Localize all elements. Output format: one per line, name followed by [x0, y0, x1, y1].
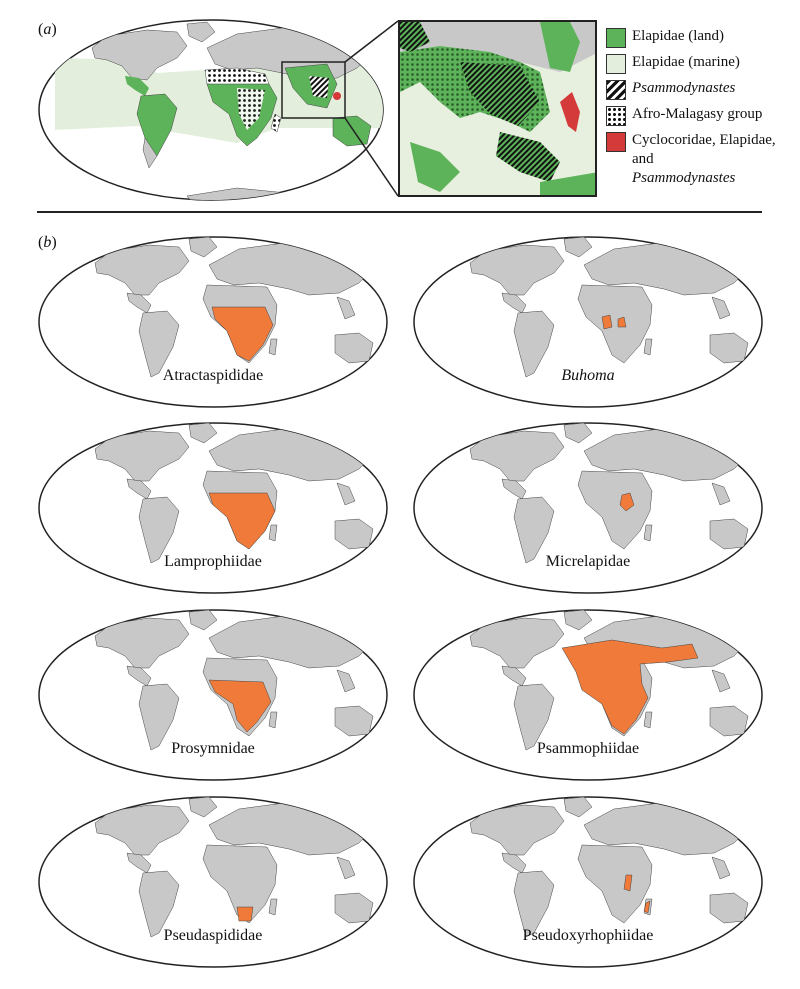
world-map [38, 422, 388, 594]
map-caption: Prosymnidae [171, 740, 255, 757]
map-caption: Lamprophiidae [164, 553, 262, 570]
map-caption: Buhoma [561, 367, 615, 384]
legend-label: Cyclocoridae, Elapidae, and Psammodynast… [632, 131, 782, 188]
legend: Elapidae (land) Elapidae (marine) Psammo… [606, 27, 800, 193]
range-map-micrelapidae: Micrelapidae [412, 421, 764, 595]
map-caption: Pseudoxyrhophiidae [522, 927, 654, 944]
paren-close: ) [51, 21, 57, 38]
range-area [619, 492, 635, 512]
map-caption: Psammophiidae [536, 740, 640, 757]
range-map-pseudaspididae: Pseudaspididae [37, 795, 389, 969]
paren-close: ) [51, 234, 57, 251]
panel-a-label: (a) [38, 21, 57, 39]
legend-label-line1: Cyclocoridae, Elapidae, and [632, 132, 776, 167]
legend-label: Elapidae (land) [632, 28, 725, 44]
range-map-atractaspididae: Atractaspididae [37, 235, 389, 409]
world-map [38, 796, 388, 968]
world-map [413, 609, 763, 781]
panel-b-label: (b) [38, 234, 57, 252]
world-map [38, 609, 388, 781]
range-area [617, 316, 627, 328]
swatch-afro-malagasy [606, 106, 626, 126]
world-map [413, 796, 763, 968]
paren-open: ( [38, 234, 44, 251]
legend-item-cyclocoridae: Cyclocoridae, Elapidae, and Psammodynast… [606, 131, 800, 188]
elapidae-world-map [38, 19, 384, 201]
range-map-psammophiidae: Psammophiidae [412, 608, 764, 782]
panel-divider [37, 211, 762, 213]
panel-letter: a [43, 21, 52, 38]
legend-label-line2: Psammodynastes [632, 170, 736, 186]
map-caption: Pseudaspididae [163, 927, 263, 944]
southeast-asia-inset [398, 20, 597, 197]
world-map [413, 422, 763, 594]
swatch-elapidae-land [606, 28, 626, 48]
panel-letter: b [43, 234, 52, 251]
range-area [211, 306, 274, 362]
legend-label: Afro-Malagasy group [632, 106, 763, 122]
legend-item-elapidae-land: Elapidae (land) [606, 27, 800, 48]
world-map [38, 236, 388, 408]
range-area [561, 639, 699, 735]
range-area [623, 874, 633, 892]
world-map [413, 236, 763, 408]
range-area [601, 314, 613, 330]
legend-label: Elapidae (marine) [632, 54, 740, 70]
range-map-buhoma: Buhoma [412, 235, 764, 409]
legend-item-psammodynastes: Psammodynastes [606, 79, 800, 100]
range-area [643, 900, 651, 914]
paren-open: ( [38, 21, 44, 38]
range-area [208, 679, 272, 733]
range-area [236, 906, 254, 922]
legend-item-afro-malagasy: Afro-Malagasy group [606, 105, 800, 126]
range-map-pseudoxyrhophiidae: Pseudoxyrhophiidae [412, 795, 764, 969]
map-caption: Atractaspididae [162, 367, 264, 384]
map-caption: Micrelapidae [545, 553, 631, 570]
range-area [208, 492, 276, 550]
swatch-psammodynastes [606, 80, 626, 100]
inset-map [400, 22, 595, 195]
range-map-lamprophiidae: Lamprophiidae [37, 421, 389, 595]
swatch-cyclocoridae [606, 132, 626, 152]
range-map-prosymnidae: Prosymnidae [37, 608, 389, 782]
legend-item-elapidae-marine: Elapidae (marine) [606, 53, 800, 74]
legend-label: Psammodynastes [632, 80, 736, 96]
swatch-elapidae-marine [606, 54, 626, 74]
inset-connector-lines [344, 20, 399, 197]
